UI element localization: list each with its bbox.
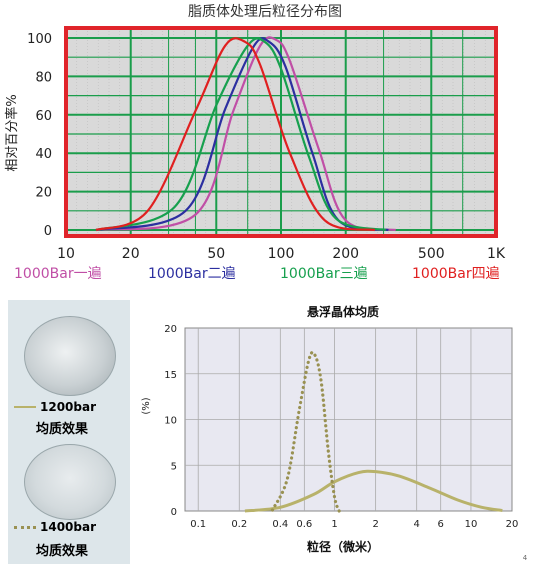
x-tick-label: 2 (372, 519, 378, 530)
x-tick-label: 1K (487, 246, 506, 262)
specimen-panel: 1200bar 均质效果 1400bar 均质效果 (8, 300, 130, 564)
x-axis-label: 粒径（微米） (307, 539, 379, 554)
legend-line-1200bar (14, 406, 36, 408)
x-tick-label: 0.6 (296, 519, 312, 530)
x-tick-label: 1 (331, 519, 337, 530)
y-tick-label: 80 (35, 70, 52, 85)
series-line-1400bar (270, 350, 341, 513)
series-line-1200bar (244, 469, 503, 513)
specimen-photo-1200bar (24, 316, 116, 396)
y-tick-label: 40 (35, 147, 52, 162)
legend-label-1: 1000Bar一遍 (14, 266, 102, 282)
x-tick-label: 0.1 (190, 519, 206, 530)
x-tick-label: 50 (207, 246, 225, 262)
series-line-1 (95, 36, 396, 232)
caption-1200bar: 均质效果 (36, 422, 89, 437)
y-tick-label: 0 (171, 507, 177, 518)
series-line-2 (95, 37, 389, 232)
x-tick-label: 10 (57, 246, 75, 262)
y-tick-label: 10 (164, 416, 177, 427)
plot-frame (64, 26, 498, 238)
y-tick-label: 5 (171, 461, 177, 472)
x-tick-label: 10 (465, 519, 478, 530)
y-tick-label: 15 (164, 370, 177, 381)
x-tick-label: 4 (413, 519, 419, 530)
chart-title: 脂质体处理后粒径分布图 (188, 4, 342, 20)
x-tick-label: 0.4 (272, 519, 288, 530)
x-tick-label: 0.2 (231, 519, 247, 530)
series-line-4 (95, 37, 376, 232)
y-tick-label: 60 (35, 109, 52, 124)
y-tick-label: 0 (44, 224, 52, 239)
x-tick-label: 500 (418, 246, 445, 262)
y-axis-label: 相对百分率% (4, 94, 20, 171)
legend-label-3: 1000Bar三遍 (280, 266, 368, 282)
page-number: 4 (523, 554, 528, 562)
y-axis-label: (%) (141, 397, 152, 414)
y-tick-label: 100 (27, 32, 52, 47)
legend-label-1200bar: 1200bar (40, 400, 97, 414)
x-tick-label: 20 (506, 519, 519, 530)
x-tick-label: 6 (438, 519, 444, 530)
particle-distribution-chart: 脂质体处理后粒径分布图 相对百分率% 0 20 40 60 80 100 10 20 50 10… (4, 4, 506, 282)
specimen-photo-1400bar (24, 444, 116, 520)
y-tick-label: 20 (164, 324, 177, 335)
x-tick-label: 200 (332, 246, 359, 262)
legend-label-4: 1000Bar四遍 (412, 266, 500, 282)
suspension-homogenization-chart: 悬浮晶体均质 (%) 粒径（微米） 4 0 5 10 15 20 0.1 0.2 0.4 0.6… (141, 304, 528, 562)
legend-label-1400bar: 1400bar (40, 520, 97, 534)
x-tick-label: 100 (268, 246, 295, 262)
caption-1400bar: 均质效果 (36, 544, 89, 559)
legend-dotted-1400bar (14, 525, 36, 529)
series-line-3 (95, 37, 387, 232)
legend-label-2: 1000Bar二遍 (148, 266, 236, 282)
y-tick-label: 20 (35, 186, 52, 201)
chart-title: 悬浮晶体均质 (306, 304, 379, 319)
x-tick-label: 20 (122, 246, 140, 262)
